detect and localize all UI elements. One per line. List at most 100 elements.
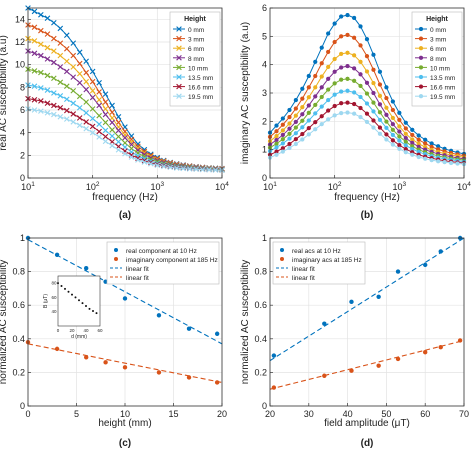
data-point-7 [313,120,318,125]
series-3 [27,343,223,384]
legend-label: linear fit [292,266,315,273]
data-point-2 [280,141,285,146]
data-point-22 [410,127,415,132]
y-tick-label: 2 [262,116,267,126]
data-point-17 [377,131,383,136]
data-point-19 [390,127,396,132]
data-point-13 [351,78,357,83]
data-point-15 [364,101,370,106]
data-point-8 [319,74,324,79]
legend-label: real acs at 10 Hz [292,248,341,255]
x-tick-exponent: 4 [467,181,471,188]
data-point-9 [326,76,331,81]
legend-label: 19.5 mm [430,94,455,101]
data-point-4 [293,125,298,130]
data-point-1 [274,152,279,157]
data-point-1 [31,38,38,44]
data-point-3 [287,126,292,131]
data-point-8 [76,70,83,77]
data-point-20 [397,129,402,134]
data-point-5 [300,86,305,91]
data-point-1 [31,24,38,31]
data-point-16 [371,125,376,130]
data-point-26 [435,159,441,164]
data-point-2 [38,69,44,76]
data-point-18 [384,112,389,117]
x-tick-exponent: 3 [403,181,407,188]
x-tick-label: 20 [217,409,227,419]
data-point-6 [64,83,70,89]
data-point-18 [384,119,389,124]
data-point-20 [397,138,402,143]
data-point-5 [57,114,64,120]
inset-y-tick-label: 40 [51,309,57,314]
data-point-18 [384,125,389,130]
data-point-14 [115,114,122,120]
data-point-13 [109,142,115,149]
data-point-4 [51,48,57,54]
data-point-13 [351,111,357,116]
y-axis-label: normalized AC susceptibility [240,260,251,385]
legend-label: 8 mm [188,56,204,63]
data-point-12 [345,32,350,38]
legend-label: 13.5 mm [430,75,455,82]
data-point-11 [96,89,102,95]
data-point-7 [70,111,77,117]
data-point-8 [76,115,83,121]
data-point-8 [319,114,324,119]
data-point-1 [418,36,424,41]
data-point-6 [306,110,311,115]
series-group [25,5,225,174]
data-point-10 [332,113,337,118]
data-point-3 [287,107,292,113]
legend-marker [280,248,284,252]
data-point-10 [332,103,337,109]
data-point-20 [397,117,402,123]
series-group [25,235,223,385]
data-point-6 [64,96,70,103]
data-point-13 [109,119,115,126]
data-point-8 [76,49,83,55]
series-1 [267,32,467,158]
data-point-9 [83,99,89,105]
y-tick-label: 0.2 [254,367,267,377]
data-point-16 [371,100,376,105]
data-point-21 [403,120,408,125]
data-point-24 [423,141,428,146]
data-point-18 [141,159,148,165]
data-point-3 [287,121,292,126]
data-point-3 [44,44,51,51]
data-point-2 [280,122,285,127]
data-point-12 [102,111,109,118]
x-ticks: 101 102 103 104 [21,175,229,192]
data-point-17 [135,145,141,152]
data-point-3 [376,294,381,299]
data-point-10 [89,106,96,112]
data-point-9 [326,97,331,103]
data-point-19 [390,115,396,121]
data-point-7 [70,100,77,106]
data-point-18 [384,85,389,90]
legend-label: 16.6 mm [188,85,213,92]
y-tick-label: 4 [262,60,267,70]
inset-x-tick-label: 0 [57,328,60,333]
x-ticks: 101 102 103 104 [263,175,471,192]
inset-point-8 [85,305,87,307]
data-point-29 [212,167,219,173]
data-point-12 [102,106,109,112]
data-point-19 [390,107,396,113]
data-point-9 [83,110,89,116]
data-point-1 [274,137,279,143]
data-point-17 [377,93,383,98]
data-point-5 [300,137,305,142]
data-point-12 [102,133,109,140]
data-point-11 [96,80,102,86]
data-point-4 [293,141,298,147]
data-point-6 [306,73,311,79]
data-point-13 [351,15,357,21]
legend-label: 19.5 mm [188,94,213,101]
data-point-24 [423,156,428,161]
data-point-5 [156,313,162,318]
data-point-13 [351,66,357,71]
